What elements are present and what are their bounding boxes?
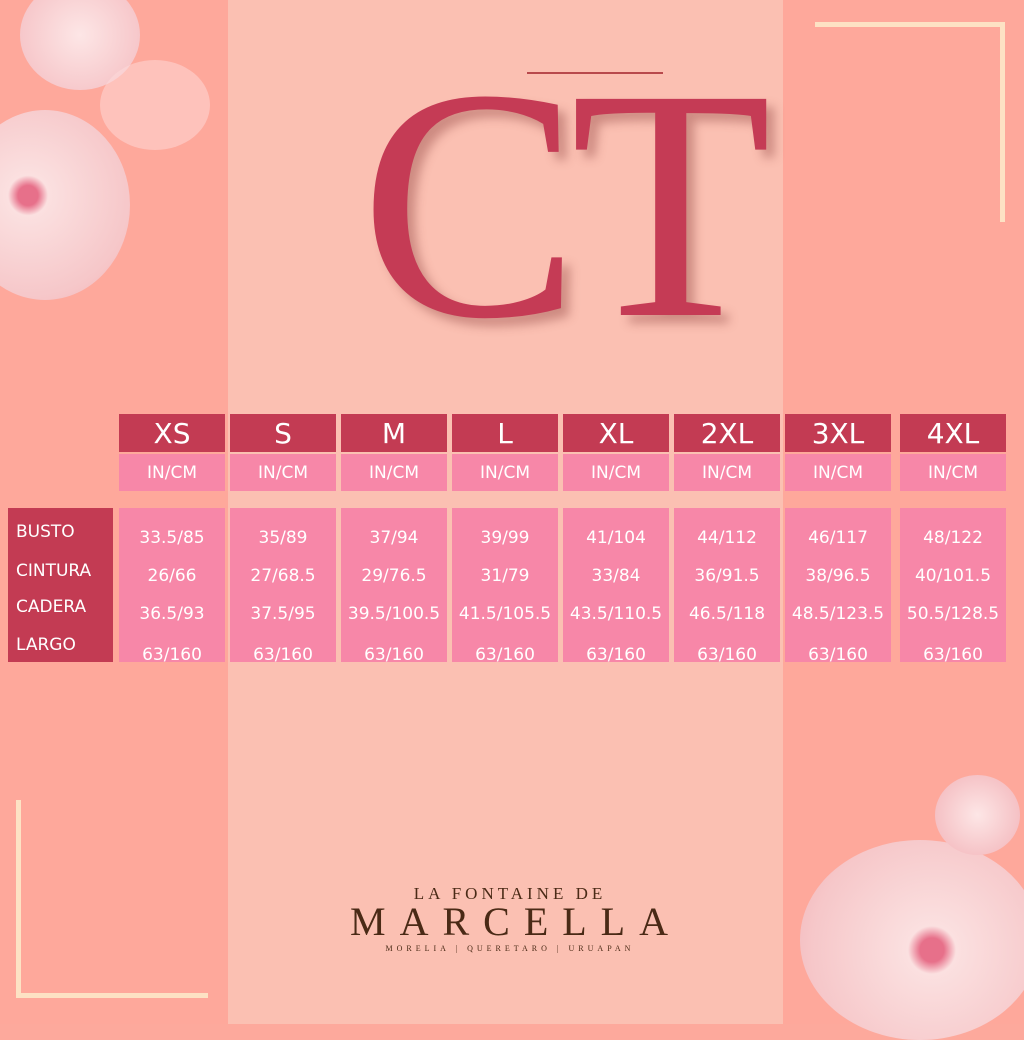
size-column: 46/117 38/96.5 48.5/123.5 63/160 xyxy=(785,508,891,665)
table-cell: 63/160 xyxy=(253,645,313,665)
measurement-labels: BUSTO CINTURA CADERA LARGO xyxy=(8,508,113,662)
table-cell: 44/112 xyxy=(697,528,757,548)
table-cell: 26/66 xyxy=(147,566,197,586)
table-cell: 33/84 xyxy=(591,566,641,586)
table-cell: 31/79 xyxy=(480,566,530,586)
table-cell: 37/94 xyxy=(369,528,419,548)
brand-cities: MORELIA | QUERETARO | URUAPAN xyxy=(385,944,635,953)
size-header-3xl: 3XL xyxy=(785,414,891,452)
size-header-4xl: 4XL xyxy=(900,414,1006,452)
brand-line1: LA FONTAINE DE xyxy=(413,884,607,903)
table-cell: 36/91.5 xyxy=(694,566,760,586)
table-cell: 63/160 xyxy=(586,645,646,665)
size-header-2xl: 2XL xyxy=(674,414,780,452)
table-cell: 46/117 xyxy=(808,528,868,548)
table-cell: 38/96.5 xyxy=(805,566,871,586)
label-cintura: CINTURA xyxy=(16,561,92,581)
size-header-xs: XS xyxy=(119,414,225,452)
logo-bar xyxy=(527,72,663,74)
size-header-m: M xyxy=(341,414,447,452)
size-column: 48/122 40/101.5 50.5/128.5 63/160 xyxy=(900,508,1006,665)
unit-label: IN/CM xyxy=(341,454,447,491)
table-cell: 39.5/100.5 xyxy=(347,604,441,624)
table-cell: 37.5/95 xyxy=(250,604,316,624)
label-busto: BUSTO xyxy=(16,522,75,542)
corner-bracket-top-right xyxy=(815,22,1005,222)
table-cell: 63/160 xyxy=(475,645,535,665)
unit-label: IN/CM xyxy=(452,454,558,491)
corner-bracket-bottom-left xyxy=(16,800,208,998)
size-column: 44/112 36/91.5 46.5/118 63/160 xyxy=(674,508,780,665)
table-cell: 63/160 xyxy=(142,645,202,665)
table-cell: 48.5/123.5 xyxy=(791,604,885,624)
unit-label: IN/CM xyxy=(674,454,780,491)
table-cell: 63/160 xyxy=(364,645,424,665)
table-cell: 33.5/85 xyxy=(139,528,205,548)
table-cell: 27/68.5 xyxy=(250,566,316,586)
table-cell: 63/160 xyxy=(923,645,983,665)
table-cell: 41/104 xyxy=(586,528,646,548)
size-header-l: L xyxy=(452,414,558,452)
size-header-xl: XL xyxy=(563,414,669,452)
table-cell: 41.5/105.5 xyxy=(458,604,552,624)
table-cell: 63/160 xyxy=(808,645,868,665)
unit-label: IN/CM xyxy=(900,454,1006,491)
unit-label: IN/CM xyxy=(785,454,891,491)
unit-label: IN/CM xyxy=(563,454,669,491)
table-cell: 40/101.5 xyxy=(914,566,992,586)
label-largo: LARGO xyxy=(16,635,76,655)
size-column: 37/94 29/76.5 39.5/100.5 63/160 xyxy=(341,508,447,665)
table-cell: 48/122 xyxy=(923,528,983,548)
unit-label: IN/CM xyxy=(230,454,336,491)
table-cell: 63/160 xyxy=(697,645,757,665)
brand-name: MARCELLA xyxy=(350,899,682,944)
unit-label: IN/CM xyxy=(119,454,225,491)
size-column: 39/99 31/79 41.5/105.5 63/160 xyxy=(452,508,558,665)
table-cell: 35/89 xyxy=(258,528,308,548)
size-column: 41/104 33/84 43.5/110.5 63/160 xyxy=(563,508,669,665)
table-cell: 46.5/118 xyxy=(688,604,766,624)
ct-logo: CT xyxy=(360,22,772,387)
table-cell: 43.5/110.5 xyxy=(569,604,663,624)
label-cadera: CADERA xyxy=(16,597,87,617)
table-cell: 29/76.5 xyxy=(361,566,427,586)
table-cell: 36.5/93 xyxy=(139,604,205,624)
size-header-s: S xyxy=(230,414,336,452)
size-column: 33.5/85 26/66 36.5/93 63/160 xyxy=(119,508,225,665)
table-cell: 39/99 xyxy=(480,528,530,548)
table-cell: 50.5/128.5 xyxy=(906,604,1000,624)
size-column: 35/89 27/68.5 37.5/95 63/160 xyxy=(230,508,336,665)
